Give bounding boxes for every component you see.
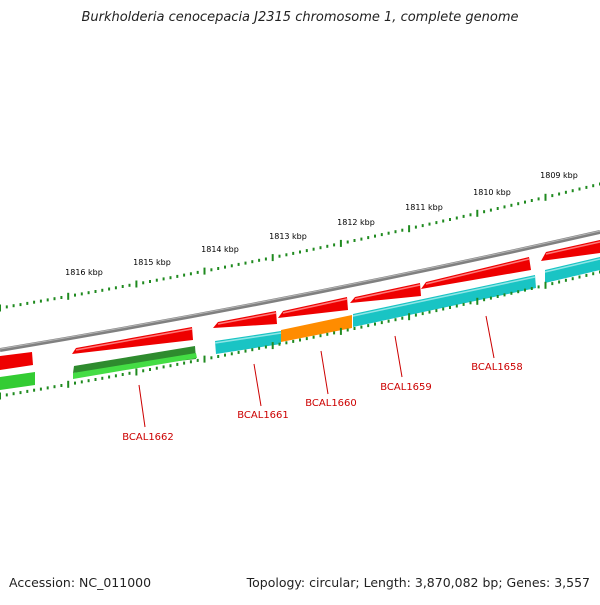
label-bcal1661[interactable]: BCAL1661: [237, 410, 289, 421]
leader-bcal1662: [138, 384, 146, 428]
map-title: Burkholderia cenocepacia J2315 chromosom…: [81, 10, 519, 25]
gene-features: [0, 240, 600, 390]
gene-reverse-bcal1662[interactable]: [73, 353, 197, 379]
chromosome-backbone-highlight: [0, 230, 600, 350]
scale-label-1813: 1813 kbp: [269, 232, 307, 241]
scale-label-1810: 1810 kbp: [473, 188, 511, 197]
leader-bcal1661: [253, 363, 262, 407]
scale-label-1811: 1811 kbp: [405, 203, 443, 212]
label-bcal1659[interactable]: BCAL1659: [380, 382, 432, 393]
gene-reverse-bcal1661[interactable]: [215, 331, 281, 354]
leader-bcal1659: [394, 335, 403, 378]
scale-label-1816: 1816 kbp: [65, 268, 103, 277]
label-bcal1660[interactable]: BCAL1660: [305, 398, 357, 409]
scale-label-1809: 1809 kbp: [540, 171, 578, 180]
leader-bcal1660: [320, 350, 329, 395]
gene-reverse-bcal1662-dark[interactable]: [73, 346, 196, 373]
scale-label-1812: 1812 kbp: [337, 218, 375, 227]
scale-label-1814: 1814 kbp: [201, 245, 239, 254]
gene-reverse-bcal1659[interactable]: [353, 275, 536, 327]
forward-strand-sheen: [75, 241, 600, 351]
scale-labels: 1816 kbp 1815 kbp 1814 kbp 1813 kbp 1812…: [65, 171, 578, 277]
gene-forward-4[interactable]: [278, 297, 348, 318]
inner-scale-ticks: [0, 270, 600, 400]
leader-bcal1658: [485, 315, 495, 359]
gene-reverse-1[interactable]: [0, 372, 35, 390]
gene-reverse-8[interactable]: [545, 257, 600, 283]
chromosome-backbone: [0, 230, 600, 352]
reverse-strand-sheen: [214, 258, 600, 344]
label-bcal1662[interactable]: BCAL1662: [122, 432, 174, 443]
label-bcal1658[interactable]: BCAL1658: [471, 362, 523, 373]
scale-label-1815: 1815 kbp: [133, 258, 171, 267]
gene-reverse-bcal1660[interactable]: [281, 315, 352, 342]
gene-callouts: BCAL1662 BCAL1661 BCAL1660 BCAL1659 BCAL…: [122, 315, 523, 443]
accession-text: Accession: NC_011000: [9, 575, 152, 590]
outer-scale-ticks: [0, 182, 600, 312]
gene-forward-1[interactable]: [0, 352, 33, 370]
genome-summary-text: Topology: circular; Length: 3,870,082 bp…: [246, 575, 590, 590]
